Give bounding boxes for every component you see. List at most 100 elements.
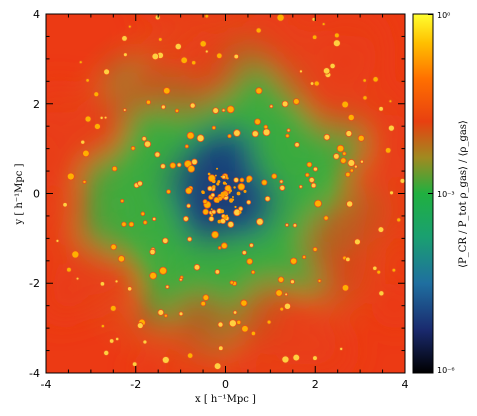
colorbar-tick-mid: 10⁻³ xyxy=(437,190,455,199)
heatmap-plot-area xyxy=(46,14,405,373)
halo-knot xyxy=(185,145,189,148)
structure-blob xyxy=(176,225,249,297)
halo-knot xyxy=(210,208,213,211)
halo-knot xyxy=(227,106,234,113)
structure-blob xyxy=(169,14,205,22)
structure-blob xyxy=(235,279,311,355)
halo-knot xyxy=(342,284,349,291)
y-tick-label: -4 xyxy=(29,367,40,380)
halo-knot xyxy=(67,173,74,180)
x-axis-title: x [ h⁻¹Mpc ] xyxy=(195,394,256,405)
structure-blob xyxy=(46,153,74,194)
halo-knot xyxy=(190,103,195,108)
halo-knot xyxy=(200,41,206,47)
halo-knot xyxy=(220,218,226,224)
structure-blob xyxy=(46,208,70,247)
halo-knot xyxy=(299,185,302,188)
halo-knot xyxy=(389,100,392,103)
halo-knot xyxy=(217,219,222,224)
halo-knot xyxy=(249,243,253,247)
x-tick-label: 2 xyxy=(312,378,319,391)
halo-knot xyxy=(187,237,192,241)
halo-knot xyxy=(181,57,188,64)
halo-knot xyxy=(109,339,114,343)
halo-knot xyxy=(256,218,263,225)
structure-blob xyxy=(46,174,51,205)
halo-knot xyxy=(110,305,116,311)
halo-knot xyxy=(218,322,223,327)
halo-knot xyxy=(155,152,160,157)
halo-knot xyxy=(120,199,124,203)
halo-knot xyxy=(341,158,346,163)
halo-knot xyxy=(104,116,107,119)
halo-knot xyxy=(272,174,277,179)
halo-knot xyxy=(284,303,291,310)
halo-knot xyxy=(246,178,251,183)
halo-knot xyxy=(210,213,214,217)
halo-knot xyxy=(234,205,237,209)
halo-knot xyxy=(175,43,182,50)
structure-blob xyxy=(299,124,352,178)
halo-knot xyxy=(282,101,288,107)
halo-knot xyxy=(314,81,319,86)
halo-knot xyxy=(100,116,103,120)
halo-knot xyxy=(137,322,143,329)
halo-knot xyxy=(203,209,209,215)
halo-knot xyxy=(220,175,223,178)
halo-knot xyxy=(330,63,335,69)
halo-knot xyxy=(241,300,247,306)
halo-knot xyxy=(397,218,401,222)
halo-knot xyxy=(342,152,346,156)
halo-knot xyxy=(167,190,171,194)
halo-knot xyxy=(310,82,314,85)
structure-blob xyxy=(173,292,229,348)
halo-knot xyxy=(230,281,234,284)
halo-knot xyxy=(123,108,126,111)
halo-knot xyxy=(67,267,71,272)
halo-knot xyxy=(256,28,261,33)
halo-knot xyxy=(228,134,231,138)
halo-knot xyxy=(337,145,344,152)
halo-knot xyxy=(194,264,200,270)
halo-knot xyxy=(290,258,297,264)
halo-knot xyxy=(400,178,405,183)
halo-knot xyxy=(233,130,240,136)
halo-knot xyxy=(333,40,340,47)
halo-knot xyxy=(345,257,350,262)
halo-knot xyxy=(287,129,290,132)
halo-knot xyxy=(82,150,89,157)
halo-knot xyxy=(187,132,194,139)
halo-knot xyxy=(392,268,396,272)
halo-knot xyxy=(363,79,366,82)
halo-knot xyxy=(211,179,216,184)
halo-knot xyxy=(216,167,219,170)
halo-knot xyxy=(222,175,226,179)
heatmap-knots xyxy=(55,14,405,370)
halo-knot xyxy=(221,243,227,249)
halo-knot xyxy=(141,212,145,216)
halo-knot xyxy=(346,201,353,207)
halo-knot xyxy=(201,301,206,306)
halo-knot xyxy=(358,135,364,141)
halo-knot xyxy=(363,96,367,100)
colorbar-tick-top: 10⁰ xyxy=(437,11,450,20)
halo-knot xyxy=(277,14,284,21)
halo-knot xyxy=(162,238,168,244)
halo-knot xyxy=(161,164,165,169)
halo-knot xyxy=(278,277,284,283)
halo-knot xyxy=(158,310,164,316)
halo-knot xyxy=(373,77,378,82)
halo-knot xyxy=(152,53,159,60)
halo-knot xyxy=(280,307,284,311)
halo-knot xyxy=(307,162,312,167)
halo-knot xyxy=(323,67,330,74)
halo-knot xyxy=(81,140,85,144)
halo-knot xyxy=(207,172,211,176)
halo-knot xyxy=(313,356,317,361)
halo-knot xyxy=(101,324,105,328)
halo-knot xyxy=(255,119,261,125)
halo-knot xyxy=(312,17,316,21)
halo-knot xyxy=(209,216,214,221)
halo-knot xyxy=(234,178,239,182)
y-tick-label: -2 xyxy=(29,277,40,290)
